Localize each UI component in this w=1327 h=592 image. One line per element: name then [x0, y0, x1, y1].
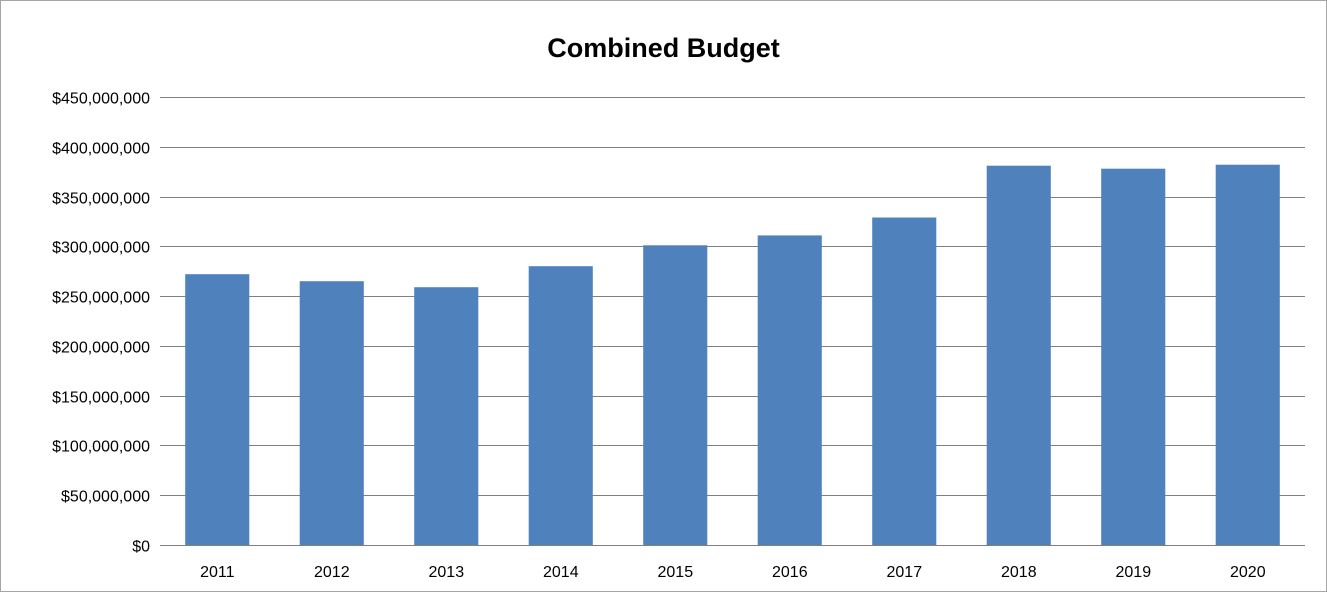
x-tick-labels: 2011 2012 2013 2014 2015 2016 2017 2018 2019 2020: [200, 564, 1266, 581]
x-tick-label: 2018: [1001, 564, 1037, 581]
y-tick-label: $100,000,000: [52, 439, 150, 456]
bar-2011: [185, 274, 250, 545]
bar-2020: [1215, 164, 1280, 545]
y-tick-label: $350,000,000: [52, 191, 150, 208]
bar-2013: [414, 287, 479, 545]
bar-2014: [528, 266, 593, 545]
x-tick-label: 2011: [200, 564, 235, 581]
bar-2019: [1101, 168, 1166, 545]
x-tick-label: 2014: [543, 564, 579, 581]
y-tick-label: $300,000,000: [52, 240, 150, 257]
y-tick-label: $50,000,000: [61, 489, 150, 506]
x-tick-label: 2013: [429, 564, 465, 581]
bar-2018: [986, 165, 1051, 545]
y-tick-label: $200,000,000: [52, 340, 150, 357]
bar-2015: [643, 245, 708, 546]
x-tick-label: 2012: [314, 564, 350, 581]
chart-title: Combined Budget: [547, 33, 780, 63]
bars: [185, 164, 1280, 546]
y-tick-label: $0: [132, 539, 150, 556]
y-tick-label: $150,000,000: [52, 390, 150, 407]
x-tick-label: 2017: [887, 564, 923, 581]
bar-2012: [299, 281, 364, 545]
y-tick-label: $450,000,000: [52, 91, 150, 108]
x-tick-label: 2020: [1230, 564, 1266, 581]
y-tick-label: $250,000,000: [52, 290, 150, 307]
y-tick-label: $400,000,000: [52, 141, 150, 158]
x-tick-label: 2019: [1116, 564, 1152, 581]
x-tick-label: 2015: [658, 564, 694, 581]
x-tick-label: 2016: [772, 564, 808, 581]
bar-2016: [757, 235, 822, 545]
y-tick-labels: $0 $50,000,000 $100,000,000 $150,000,000 $20…: [52, 91, 150, 556]
bar-2017: [872, 217, 937, 545]
